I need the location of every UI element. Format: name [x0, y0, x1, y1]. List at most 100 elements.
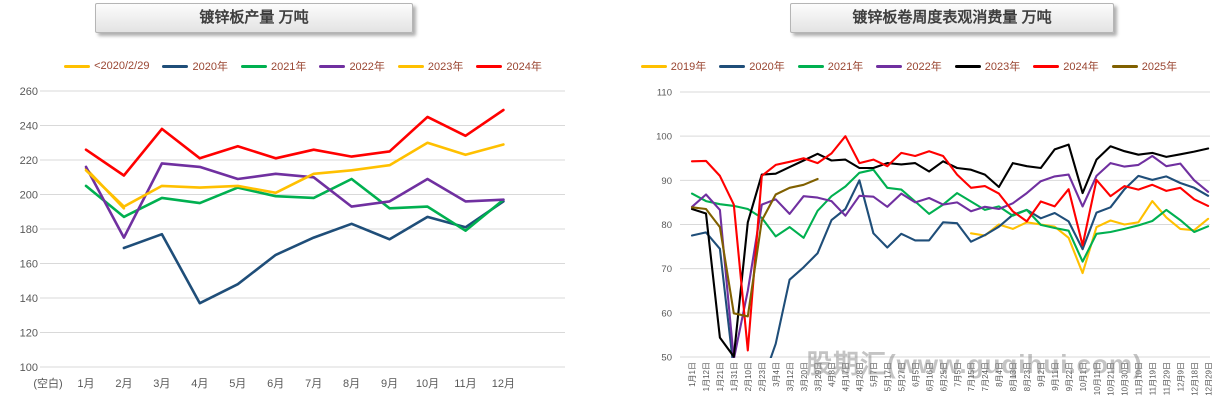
series-line-2025年: [690, 177, 819, 318]
legend-label: <2020/2/29: [94, 60, 150, 72]
y-tick-label: 120: [20, 327, 38, 339]
legend-line-marker: [319, 64, 346, 68]
legend-line-marker: [797, 64, 824, 68]
x-tick-label: 12月29日: [1204, 362, 1212, 396]
legend-line-marker: [1033, 64, 1060, 68]
legend-item-2022年: 2022年: [876, 58, 942, 74]
legend-line-marker: [64, 64, 91, 68]
y-tick-label: 240: [20, 120, 38, 132]
legend-item-2024年: 2024年: [1033, 58, 1099, 74]
legend-label: 2023年: [984, 61, 1021, 73]
x-tick-label: 8月: [343, 378, 360, 390]
x-tick-label: 10月: [416, 378, 439, 390]
legend-line-marker: [476, 64, 503, 68]
production-chart-title: 镀锌板产量 万吨: [95, 3, 413, 33]
x-tick-label: 9月22日: [1065, 362, 1074, 391]
series-line-2020年: [690, 174, 1210, 358]
x-tick-label: 3月4日: [772, 362, 781, 387]
x-tick-label: 12月18日: [1190, 362, 1199, 396]
legend-label: 2021年: [827, 61, 864, 73]
legend-label: 2020年: [749, 61, 785, 73]
x-tick-label: (空白): [33, 376, 62, 390]
production-chart-legend: <2020/2/29 2020年 2021年 2022年 2023年 2024年: [0, 58, 606, 74]
y-tick-label: 50: [661, 352, 672, 363]
series-line-2023年: [690, 143, 1210, 358]
x-tick-label: 7月15日: [967, 362, 976, 391]
x-tick-label: 3月20日: [800, 362, 809, 391]
legend-item-<2020/2/29: <2020/2/29: [64, 60, 149, 72]
y-tick-label: 90: [661, 176, 672, 187]
y-tick-label: 110: [657, 87, 672, 98]
legend-item-2021年: 2021年: [797, 58, 864, 74]
series-line-2020年: [122, 200, 505, 305]
y-tick-label: 100: [656, 132, 672, 143]
x-tick-label: 8月23日: [1023, 362, 1032, 391]
y-tick-label: 140: [20, 293, 38, 305]
consumption-chart-title: 镀锌板卷周度表观消费量 万吨: [790, 3, 1114, 33]
x-tick-label: 8月4日: [995, 362, 1004, 387]
x-tick-label: 7月5日: [953, 362, 962, 387]
legend-item-2019年: 2019年: [640, 58, 706, 74]
x-tick-label: 11月19日: [1149, 362, 1158, 395]
y-tick-label: 220: [20, 155, 38, 167]
series-line-2022年: [84, 162, 505, 239]
legend-line-marker: [162, 64, 189, 68]
legend-item-2023年: 2023年: [397, 58, 464, 74]
x-tick-label: 7月24日: [981, 362, 990, 391]
x-tick-label: 11月: [454, 378, 476, 390]
y-tick-label: 200: [20, 189, 38, 201]
x-tick-label: 11月10日: [1135, 362, 1144, 395]
x-tick-label: 11月29日: [1163, 362, 1172, 395]
x-tick-label: 4月17日: [842, 362, 851, 391]
x-tick-label: 2月23日: [758, 362, 767, 391]
series-line-2024年: [84, 108, 505, 177]
y-tick-label: 80: [661, 220, 672, 231]
y-tick-label: 100: [20, 362, 38, 374]
y-tick-label: 260: [20, 86, 38, 98]
legend-label: 2024年: [1063, 61, 1099, 73]
consumption-chart-panel: 镀锌板卷周度表观消费量 万吨 2019年 2020年 2021年 2022年 2023年…: [606, 0, 1212, 411]
y-tick-label: 160: [20, 258, 38, 270]
y-tick-label: 180: [20, 224, 38, 236]
legend-line-marker: [876, 64, 903, 68]
legend-label: 2023年: [427, 61, 464, 73]
y-axis-labels: 260 240 220 200 180 160 140 120 100: [20, 86, 38, 374]
x-tick-label: 4月: [191, 378, 208, 390]
y-tick-label: 70: [661, 264, 672, 275]
series-line-2019年: [969, 200, 1210, 275]
legend-line-marker: [397, 64, 424, 68]
legend-line-marker: [719, 64, 746, 68]
series-line-2023年: [84, 141, 505, 208]
series-line-2021年: [84, 177, 505, 232]
x-tick-label: 3月29日: [814, 362, 823, 391]
watermark: 股期汇(www.guqihui.com): [806, 349, 1143, 379]
x-tick-label: 9月2日: [1037, 362, 1046, 387]
x-tick-label: 10月30日: [1121, 362, 1130, 396]
x-tick-label: 6月16日: [925, 362, 934, 391]
y-tick-label: 60: [661, 308, 672, 319]
x-tick-label: 1月31日: [730, 362, 739, 391]
x-tick-label: 10月1日: [1079, 362, 1088, 391]
x-tick-label: 12月: [492, 378, 515, 390]
series-line-2024年: [690, 135, 1210, 352]
series-line-2022年: [690, 154, 1210, 358]
x-tick-label: 10月11日: [1093, 362, 1102, 395]
legend-label: 2025年: [1141, 61, 1178, 73]
legend-label: 2020年: [192, 61, 228, 73]
consumption-chart-legend: 2019年 2020年 2021年 2022年 2023年 2024年 2025年: [606, 58, 1212, 74]
x-tick-label: 3月12日: [786, 362, 795, 391]
legend-item-2022年: 2022年: [319, 58, 385, 74]
legend-item-2020年: 2020年: [162, 58, 228, 74]
x-tick-label: 12月9日: [1176, 362, 1185, 391]
x-tick-label: 7月: [305, 378, 322, 390]
legend-line-marker: [640, 64, 667, 68]
x-tick-label: 8月13日: [1009, 362, 1018, 391]
x-tick-label: 6月5日: [911, 362, 920, 387]
x-tick-label: 1月12日: [702, 362, 711, 391]
series-line-2021年: [690, 168, 1210, 263]
x-tick-label: 1月: [77, 378, 94, 390]
legend-label: 2022年: [349, 61, 385, 73]
x-tick-label: 5月: [229, 378, 246, 390]
x-tick-label: 9月: [381, 378, 398, 390]
